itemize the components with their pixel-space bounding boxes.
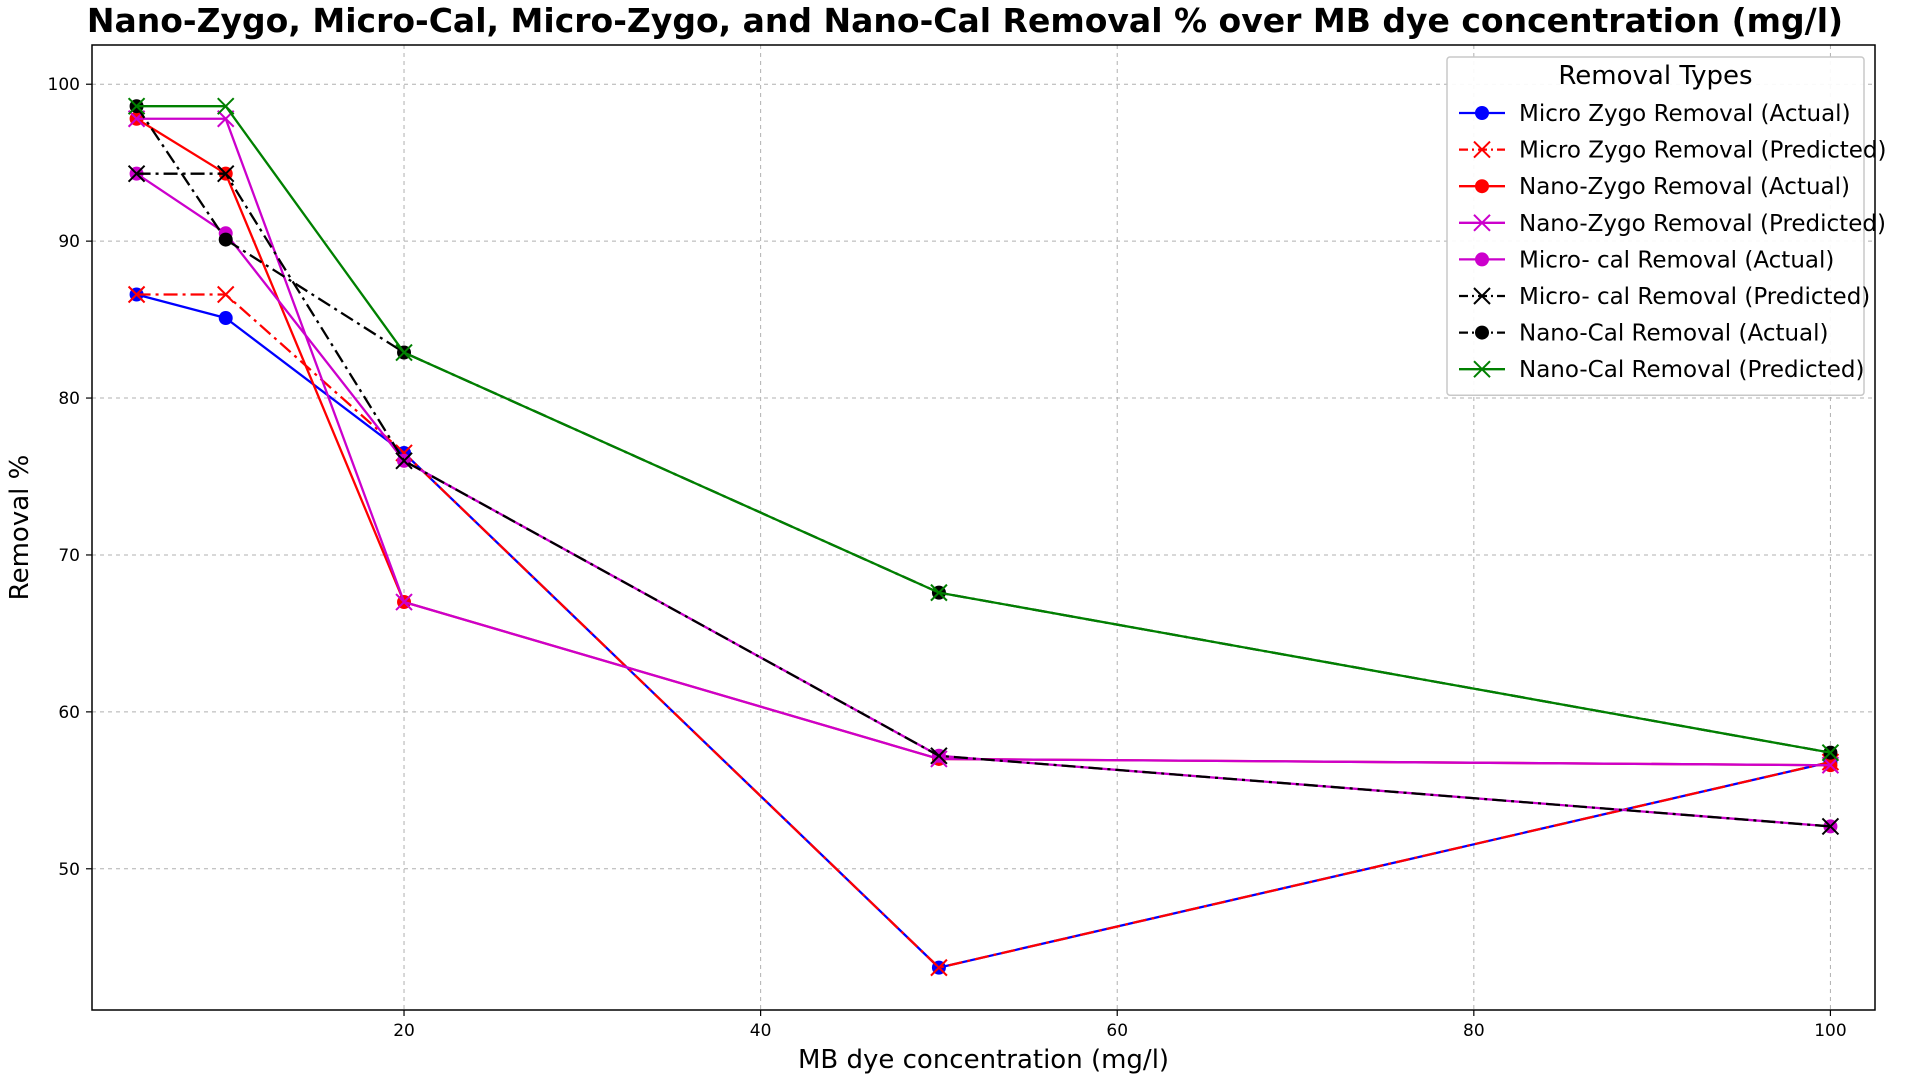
data-point xyxy=(127,97,146,115)
legend-item: Nano-Cal Removal (Actual) xyxy=(1459,321,1829,347)
legend-title: Removal Types xyxy=(1558,61,1752,91)
legend-marker xyxy=(1473,140,1491,159)
y-tick-label: 90 xyxy=(58,232,80,252)
data-point xyxy=(930,958,948,977)
legend-marker xyxy=(1475,325,1489,340)
series-layer xyxy=(127,97,1840,977)
legend-marker xyxy=(1473,360,1491,378)
x-tick-label: 100 xyxy=(1814,1021,1846,1041)
legend-marker xyxy=(1473,214,1491,232)
legend-marker xyxy=(1475,179,1489,194)
series-line xyxy=(136,172,1831,828)
data-point xyxy=(395,593,413,611)
legend-label: Micro Zygo Removal (Actual) xyxy=(1519,101,1851,127)
y-axis-label: Removal % xyxy=(5,455,35,601)
y-tick-label: 80 xyxy=(58,389,80,409)
data-point xyxy=(395,343,413,362)
axis-ticks: 20 40 60 80 100 50 60 70 80 90 100 xyxy=(48,75,1847,1041)
legend-label: Micro- cal Removal (Predicted) xyxy=(1519,284,1870,310)
data-point xyxy=(1821,817,1840,836)
legend-item: Micro Zygo Removal (Predicted) xyxy=(1459,138,1886,164)
legend-label: Nano-Cal Removal (Predicted) xyxy=(1519,357,1864,383)
data-point xyxy=(217,285,235,304)
series-6 xyxy=(127,164,1840,836)
data-point xyxy=(930,583,948,602)
legend-item: Micro- cal Removal (Actual) xyxy=(1459,247,1834,273)
chart-title: Nano-Zygo, Micro-Cal, Micro-Zygo, and Na… xyxy=(87,1,1843,40)
legend-label: Nano-Cal Removal (Actual) xyxy=(1519,321,1829,347)
legend-marker xyxy=(1475,252,1489,267)
y-tick-label: 60 xyxy=(58,703,80,723)
x-tick-label: 40 xyxy=(750,1021,772,1041)
legend-item: Nano-Cal Removal (Predicted) xyxy=(1459,357,1864,383)
legend-item: Micro- cal Removal (Predicted) xyxy=(1459,284,1870,310)
x-tick-label: 60 xyxy=(1106,1021,1128,1041)
data-point xyxy=(217,164,235,183)
legend-box xyxy=(1446,56,1865,396)
y-tick-label: 50 xyxy=(58,860,80,880)
data-point xyxy=(1821,743,1840,762)
legend: Removal Types Micro Zygo Removal (Actual… xyxy=(1446,56,1886,396)
data-point xyxy=(1821,756,1840,774)
x-tick-label: 20 xyxy=(393,1021,415,1041)
legend-label: Micro Zygo Removal (Predicted) xyxy=(1519,138,1886,164)
legend-item: Nano-Zygo Removal (Predicted) xyxy=(1459,211,1886,237)
data-point xyxy=(217,97,235,115)
legend-label: Micro- cal Removal (Actual) xyxy=(1519,247,1834,273)
x-axis-label: MB dye concentration (mg/l) xyxy=(798,1045,1169,1075)
data-point xyxy=(218,311,233,326)
legend-marker xyxy=(1473,287,1491,305)
data-point xyxy=(127,285,146,304)
series-4 xyxy=(127,110,1840,774)
x-tick-label: 80 xyxy=(1463,1021,1485,1041)
legend-label: Nano-Zygo Removal (Predicted) xyxy=(1519,211,1886,237)
legend-item: Micro Zygo Removal (Actual) xyxy=(1459,101,1851,127)
data-point xyxy=(218,232,233,247)
data-point xyxy=(930,747,948,765)
data-point xyxy=(127,164,146,183)
y-tick-label: 100 xyxy=(48,75,80,95)
y-tick-label: 70 xyxy=(58,546,80,566)
legend-marker xyxy=(1475,106,1489,120)
data-point xyxy=(395,452,413,470)
series-8 xyxy=(127,97,1840,762)
plot-frame xyxy=(91,44,1876,1011)
legend-label: Nano-Zygo Removal (Actual) xyxy=(1519,174,1850,200)
legend-item: Nano-Zygo Removal (Actual) xyxy=(1459,174,1850,200)
